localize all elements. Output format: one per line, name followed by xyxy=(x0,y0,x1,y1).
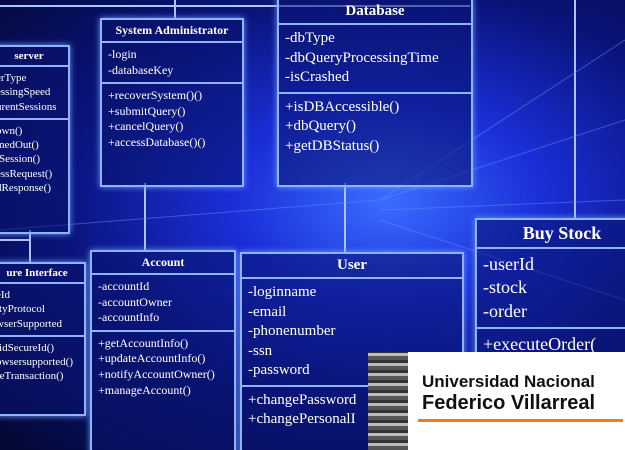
class-box: ure Interface eId ttyProtocolwserSupported… xyxy=(0,262,86,416)
attribute: urentSessions xyxy=(0,100,57,113)
method: +dbQuery() xyxy=(285,118,356,134)
method: lidSecureId() xyxy=(0,341,55,354)
class-name: System Administrator xyxy=(102,20,242,43)
method: +executeOrder( xyxy=(483,334,597,355)
attribute: -email xyxy=(248,303,287,320)
method-list: own() medOut()tSession()essRequest() dResp… xyxy=(0,120,68,199)
method-list: +changePassword +changePersonalI xyxy=(242,387,462,434)
attribute: -accountOwner xyxy=(98,294,172,309)
method: +manageAccount() xyxy=(98,382,191,397)
attribute: -dbQueryProcessingTime xyxy=(285,49,439,66)
attribute: -phonenumber xyxy=(248,323,336,339)
attribute-list: -userId -stock -order xyxy=(477,249,625,330)
attribute: -accountInfo xyxy=(98,310,160,325)
university-logo: Universidad Nacional Federico Villarreal xyxy=(368,352,625,450)
method: +getDBStatus() xyxy=(285,137,380,154)
attribute: -dbType xyxy=(285,30,335,46)
method: essRequest() xyxy=(0,167,53,180)
method: reTransaction() xyxy=(0,370,64,383)
method: +submitQuery() xyxy=(108,103,186,118)
attribute: -isCrashed xyxy=(285,69,350,85)
method: +updateAccountInfo() xyxy=(98,351,206,366)
class-name: User xyxy=(242,254,462,279)
method-list: +getAccountInfo() +updateAccountInfo() +no… xyxy=(92,332,234,402)
logo-line: Federico Villarreal xyxy=(422,392,596,414)
attribute: -userId xyxy=(483,254,534,274)
attribute: essingSpeed xyxy=(0,86,51,99)
method: +cancelQuery() xyxy=(108,119,184,134)
method: +changePersonalI xyxy=(248,411,356,427)
class-box: Account -accountId -accountOwner -accountIn… xyxy=(90,250,236,450)
method: +isDBAccessible() xyxy=(285,98,400,115)
class-box: System Administrator -login -databaseKey +r… xyxy=(100,18,244,187)
attribute: erType xyxy=(0,72,27,84)
attribute-list: -dbType -dbQueryProcessingTime -isCrashed xyxy=(279,25,471,94)
attribute: -stock xyxy=(483,277,527,298)
method: +accessDatabase()() xyxy=(108,134,206,149)
class-name: ure Interface xyxy=(0,264,84,284)
attribute: ttyProtocol xyxy=(0,303,45,316)
method-list: +executeOrder( xyxy=(477,329,625,360)
class-name: Database xyxy=(279,0,471,25)
attribute: -order xyxy=(483,300,527,321)
class-name: Account xyxy=(92,252,234,275)
class-box: Database -dbType -dbQueryProcessingTime -is… xyxy=(277,0,473,187)
attribute: -login xyxy=(108,47,137,61)
attribute-list: -accountId -accountOwner -accountInfo xyxy=(92,275,234,332)
method: medOut() xyxy=(0,139,39,152)
attribute: -ssn xyxy=(248,342,273,359)
class-box: Buy Stock -userId -stock -order +executeOrde… xyxy=(475,218,625,372)
logo-line: Universidad Nacional xyxy=(422,372,595,391)
method: owsersupported() xyxy=(0,356,73,369)
attribute: -databaseKey xyxy=(108,62,174,77)
emblem xyxy=(368,352,408,450)
method: +getAccountInfo() xyxy=(98,335,189,350)
attribute-list: -loginname -email -phonenumber -ssn -passwor… xyxy=(242,279,462,387)
method: own() xyxy=(0,124,23,137)
attribute: -accountId xyxy=(98,279,150,293)
method: +recoverSystem()() xyxy=(108,88,203,103)
attribute: -password xyxy=(248,362,310,378)
method: dResponse() xyxy=(0,182,51,195)
attribute-list: -login -databaseKey xyxy=(102,43,242,85)
method: +changePassword xyxy=(248,391,357,408)
logo-bar xyxy=(418,419,623,422)
method-list: +recoverSystem()() +submitQuery() +cancelQ… xyxy=(102,84,242,154)
attribute: wserSupported xyxy=(0,317,62,330)
method: +notifyAccountOwner() xyxy=(98,366,215,381)
class-name: Buy Stock xyxy=(477,220,625,249)
method: tSession() xyxy=(0,153,40,166)
class-name: server xyxy=(0,47,68,67)
method-list: +isDBAccessible() +dbQuery() +getDBStatus(… xyxy=(279,94,471,161)
attribute: eId xyxy=(0,289,11,301)
method-list: lidSecureId() owsersupported() reTransacti… xyxy=(0,337,84,388)
attribute: -loginname xyxy=(248,284,317,300)
